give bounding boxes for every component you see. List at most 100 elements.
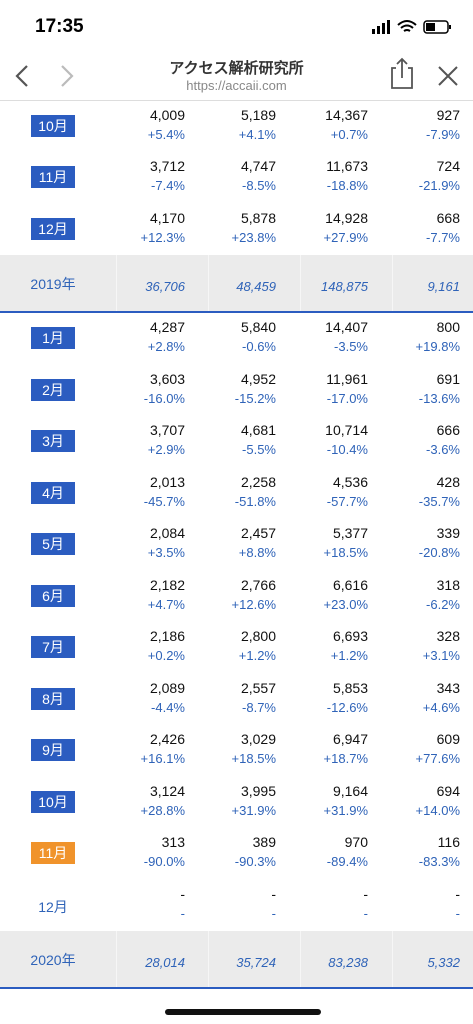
cell-change: +18.5% — [323, 545, 368, 561]
cell-change: - — [271, 905, 276, 921]
home-indicator — [165, 1009, 321, 1015]
cell-value: 694 — [436, 782, 460, 799]
cell-change: -3.6% — [426, 442, 460, 458]
year-row-bg — [0, 930, 473, 988]
cell-value: 328 — [436, 628, 460, 645]
cell-change: - — [363, 905, 368, 921]
cell-value: 5,840 — [240, 319, 276, 336]
back-button[interactable] — [15, 65, 28, 87]
cell-change: -45.7% — [143, 493, 185, 509]
cell-change: -21.9% — [418, 178, 460, 194]
year-total: 48,459 — [236, 279, 276, 294]
cell-change: +23.8% — [231, 229, 276, 245]
cell-value: 14,928 — [325, 209, 368, 226]
cell-value: 3,029 — [240, 731, 276, 748]
cell-value: 343 — [436, 679, 460, 696]
cell-value: 2,182 — [149, 576, 185, 593]
cell-change: +4.7% — [147, 596, 185, 612]
cell-value: 4,681 — [240, 422, 276, 439]
nav-bar — [0, 57, 473, 101]
cell-change: +0.7% — [330, 126, 368, 142]
cell-value: 6,616 — [332, 576, 368, 593]
cell-change: +12.6% — [231, 596, 276, 612]
cell-value: 6,947 — [332, 731, 368, 748]
cell-change: -12.6% — [326, 699, 368, 715]
cell-value: 2,186 — [149, 628, 185, 645]
year-row-bg — [0, 254, 473, 312]
cell-value: 11,961 — [326, 370, 368, 387]
cell-value: 4,170 — [149, 209, 185, 226]
column-divider — [208, 254, 209, 312]
cell-value: 5,189 — [240, 106, 276, 123]
forward-button[interactable] — [61, 65, 74, 87]
column-divider — [116, 254, 117, 312]
cell-value: 318 — [436, 576, 460, 593]
cell-change: -10.4% — [326, 442, 368, 458]
cell-value: 4,009 — [149, 106, 185, 123]
column-divider — [300, 930, 301, 988]
cell-value: 2,766 — [240, 576, 276, 593]
cell-value: 691 — [436, 370, 460, 387]
cell-change: +3.5% — [147, 545, 185, 561]
cell-change: -83.3% — [418, 854, 460, 870]
cell-change: -5.5% — [242, 442, 276, 458]
cell-value: 4,747 — [240, 158, 276, 175]
month-label: 12月 — [38, 898, 68, 915]
cell-value: 10,714 — [325, 422, 368, 439]
year-total: 28,014 — [145, 955, 185, 970]
cell-change: +28.8% — [140, 802, 185, 818]
month-badge: 7月 — [31, 636, 75, 659]
cell-change: -7.7% — [426, 229, 460, 245]
cell-change: +18.5% — [231, 751, 276, 767]
cell-change: -20.8% — [418, 545, 460, 561]
cell-value: 3,707 — [149, 422, 185, 439]
cell-change: +16.1% — [140, 751, 185, 767]
cell-value: - — [271, 885, 276, 902]
cell-change: -89.4% — [326, 854, 368, 870]
column-divider — [392, 254, 393, 312]
cell-value: 2,084 — [149, 525, 185, 542]
month-badge: 2月 — [31, 378, 75, 401]
cell-change: - — [455, 905, 460, 921]
cell-value: 800 — [436, 319, 460, 336]
year-label: 2020年 — [30, 952, 76, 968]
cell-value: 6,693 — [332, 628, 368, 645]
close-button[interactable] — [438, 66, 458, 86]
cell-change: +31.9% — [231, 802, 276, 818]
cell-change: -90.3% — [234, 854, 276, 870]
year-label: 2019年 — [30, 276, 76, 292]
cell-change: +18.7% — [323, 751, 368, 767]
cell-value: 4,952 — [240, 370, 276, 387]
column-divider — [300, 254, 301, 312]
cell-value: 14,367 — [325, 106, 368, 123]
cell-value: 724 — [436, 158, 460, 175]
cell-value: 3,995 — [240, 782, 276, 799]
cell-value: 3,603 — [149, 370, 185, 387]
share-button[interactable] — [391, 57, 413, 89]
year-total: 5,332 — [427, 955, 460, 970]
status-time: 17:35 — [35, 16, 84, 37]
month-badge: 5月 — [31, 533, 75, 556]
year-total: 148,875 — [321, 279, 368, 294]
cell-change: +1.2% — [238, 648, 276, 664]
cell-change: -18.8% — [326, 178, 368, 194]
cell-change: +0.2% — [147, 648, 185, 664]
year-total: 9,161 — [427, 279, 460, 294]
column-divider — [116, 930, 117, 988]
cell-value: 5,853 — [332, 679, 368, 696]
year-total: 83,238 — [328, 955, 368, 970]
column-divider — [208, 930, 209, 988]
cell-change: +77.6% — [415, 751, 460, 767]
cell-change: +3.1% — [422, 648, 460, 664]
cell-value: - — [180, 885, 185, 902]
cell-change: -6.2% — [426, 596, 460, 612]
cell-value: 2,013 — [149, 473, 185, 490]
month-badge: 9月 — [31, 739, 75, 762]
year-total: 35,724 — [236, 955, 276, 970]
cell-change: -7.4% — [151, 178, 185, 194]
column-divider — [392, 930, 393, 988]
year-row-line — [0, 310, 473, 313]
cell-value: 2,258 — [240, 473, 276, 490]
cell-value: 3,124 — [149, 782, 185, 799]
